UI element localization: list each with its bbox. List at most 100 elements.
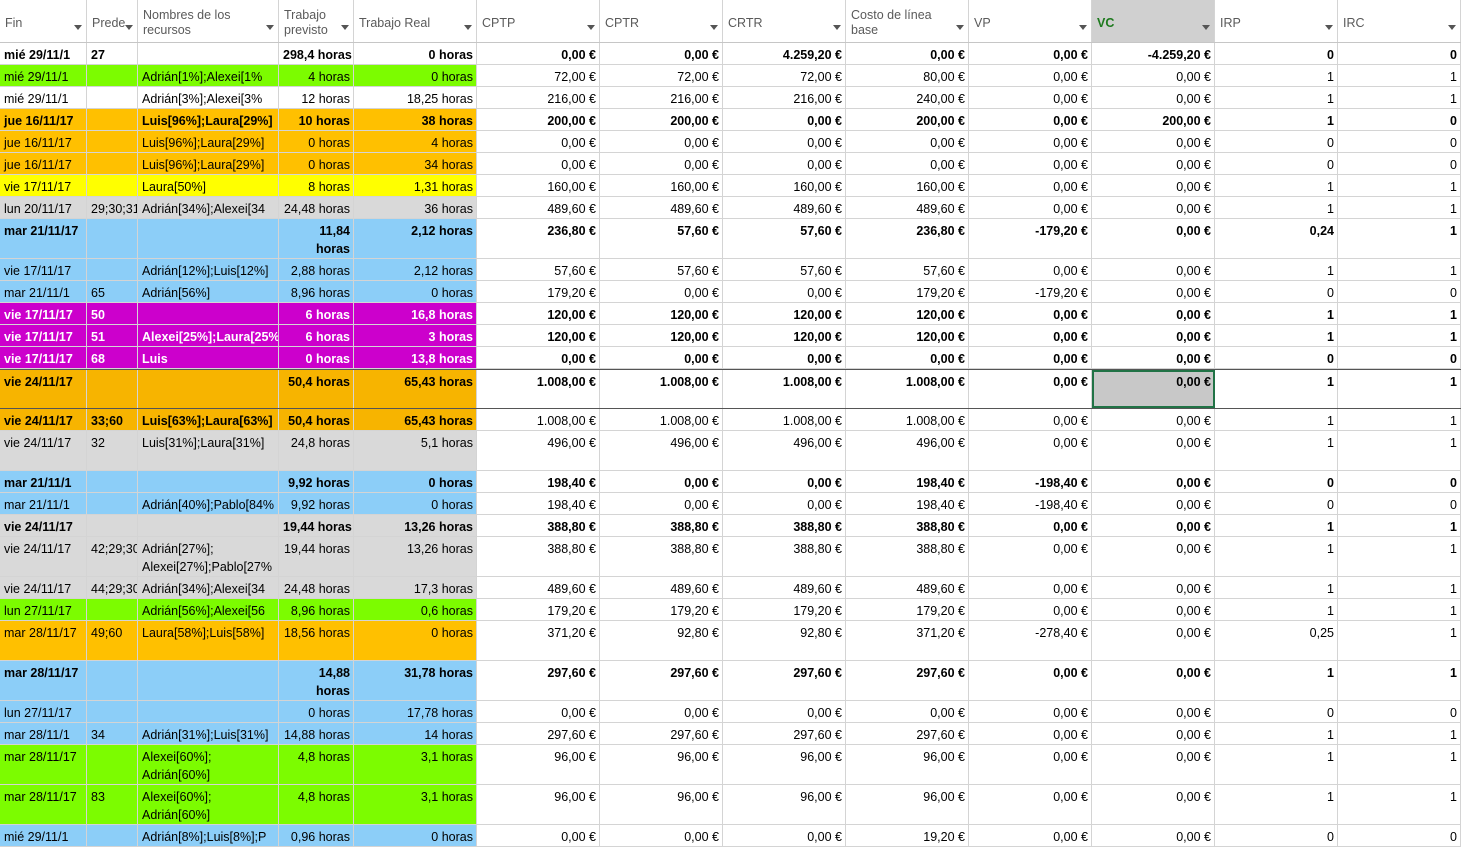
cell-vp[interactable]: 0,00 €	[969, 259, 1092, 280]
cell-pred[interactable]: 65	[87, 281, 138, 302]
cell-fin[interactable]: mar 28/11/17	[0, 785, 87, 824]
cell-irp[interactable]: 1	[1215, 197, 1338, 218]
cell-cptr[interactable]: 57,60 €	[600, 259, 723, 280]
cell-vp[interactable]: 0,00 €	[969, 409, 1092, 430]
cell-tr[interactable]: 38 horas	[354, 109, 477, 130]
cell-cptp[interactable]: 371,20 €	[477, 621, 600, 660]
cell-vc[interactable]: 0,00 €	[1092, 661, 1215, 700]
cell-cptp[interactable]: 1.008,00 €	[477, 370, 600, 408]
task-row[interactable]: mar 21/11/1 65 Adrián[56%] 8,96 horas 0 hora…	[0, 281, 1461, 303]
cell-fin[interactable]: mar 28/11/17	[0, 745, 87, 784]
column-header-irp[interactable]: IRP	[1215, 0, 1338, 42]
cell-fin[interactable]: mié 29/11/1	[0, 65, 87, 86]
cell-tr[interactable]: 0 horas	[354, 281, 477, 302]
cell-cptp[interactable]: 96,00 €	[477, 745, 600, 784]
cell-vc[interactable]: 0,00 €	[1092, 825, 1215, 846]
cell-tp[interactable]: 14,88 horas	[279, 661, 354, 700]
cell-irp[interactable]: 1	[1215, 537, 1338, 576]
cell-vp[interactable]: 0,00 €	[969, 153, 1092, 174]
cell-crtr[interactable]: 388,80 €	[723, 515, 846, 536]
cell-res[interactable]: Adrián[56%]	[138, 281, 279, 302]
cell-cptp[interactable]: 120,00 €	[477, 303, 600, 324]
cell-clb[interactable]: 1.008,00 €	[846, 370, 969, 408]
column-header-cptr[interactable]: CPTR	[600, 0, 723, 42]
cell-irc[interactable]: 1	[1338, 197, 1461, 218]
cell-pred[interactable]	[87, 493, 138, 514]
cell-crtr[interactable]: 0,00 €	[723, 347, 846, 368]
cell-cptp[interactable]: 160,00 €	[477, 175, 600, 196]
cell-tr[interactable]: 34 horas	[354, 153, 477, 174]
task-row[interactable]: mar 21/11/17 11,84 horas 2,12 horas 236,80 …	[0, 219, 1461, 259]
cell-vp[interactable]: 0,00 €	[969, 785, 1092, 824]
cell-irc[interactable]: 0	[1338, 701, 1461, 722]
cell-crtr[interactable]: 0,00 €	[723, 109, 846, 130]
cell-tr[interactable]: 4 horas	[354, 131, 477, 152]
cell-pred[interactable]	[87, 65, 138, 86]
cell-tr[interactable]: 36 horas	[354, 197, 477, 218]
cell-cptr[interactable]: 496,00 €	[600, 431, 723, 470]
cell-clb[interactable]: 96,00 €	[846, 785, 969, 824]
cell-irp[interactable]: 0,25	[1215, 621, 1338, 660]
cell-tr[interactable]: 0 horas	[354, 65, 477, 86]
cell-tp[interactable]: 14,88 horas	[279, 723, 354, 744]
cell-res[interactable]: Adrián[34%];Alexei[34	[138, 577, 279, 598]
cell-fin[interactable]: vie 24/11/17	[0, 577, 87, 598]
column-header-pred[interactable]: Prede	[87, 0, 138, 42]
cell-clb[interactable]: 0,00 €	[846, 43, 969, 64]
cell-clb[interactable]: 198,40 €	[846, 471, 969, 492]
cell-fin[interactable]: vie 24/11/17	[0, 515, 87, 536]
cell-vp[interactable]: 0,00 €	[969, 109, 1092, 130]
cell-clb[interactable]: 489,60 €	[846, 197, 969, 218]
cell-fin[interactable]: vie 24/11/17	[0, 409, 87, 430]
cell-irc[interactable]: 1	[1338, 175, 1461, 196]
cell-fin[interactable]: mié 29/11/1	[0, 87, 87, 108]
cell-cptr[interactable]: 57,60 €	[600, 219, 723, 258]
cell-tp[interactable]: 0 horas	[279, 347, 354, 368]
cell-vc[interactable]: 0,00 €	[1092, 745, 1215, 784]
cell-irc[interactable]: 1	[1338, 745, 1461, 784]
cell-vc[interactable]: 0,00 €	[1092, 175, 1215, 196]
cell-fin[interactable]: mar 28/11/17	[0, 661, 87, 700]
cell-vp[interactable]: 0,00 €	[969, 701, 1092, 722]
cell-irc[interactable]: 1	[1338, 621, 1461, 660]
cell-crtr[interactable]: 0,00 €	[723, 471, 846, 492]
cell-vc[interactable]: 0,00 €	[1092, 347, 1215, 368]
cell-res[interactable]	[138, 43, 279, 64]
cell-fin[interactable]: vie 17/11/17	[0, 325, 87, 346]
filter-dropdown-icon[interactable]	[710, 25, 718, 30]
cell-tp[interactable]: 11,84 horas	[279, 219, 354, 258]
column-header-fin[interactable]: Fin	[0, 0, 87, 42]
task-row[interactable]: jue 16/11/17 Luis[96%];Laura[29%] 10 horas…	[0, 109, 1461, 131]
cell-tp[interactable]: 18,56 horas	[279, 621, 354, 660]
cell-fin[interactable]: vie 24/11/17	[0, 431, 87, 470]
cell-cptr[interactable]: 0,00 €	[600, 43, 723, 64]
cell-res[interactable]: Adrián[34%];Alexei[34	[138, 197, 279, 218]
cell-clb[interactable]: 200,00 €	[846, 109, 969, 130]
cell-tr[interactable]: 3,1 horas	[354, 745, 477, 784]
cell-res[interactable]: Alexei[60%]; Adrián[60%]	[138, 745, 279, 784]
cell-cptp[interactable]: 489,60 €	[477, 197, 600, 218]
cell-clb[interactable]: 388,80 €	[846, 515, 969, 536]
cell-vc[interactable]: 0,00 €	[1092, 515, 1215, 536]
cell-irc[interactable]: 1	[1338, 65, 1461, 86]
cell-irc[interactable]: 1	[1338, 259, 1461, 280]
cell-tr[interactable]: 17,3 horas	[354, 577, 477, 598]
cell-cptp[interactable]: 179,20 €	[477, 281, 600, 302]
cell-cptp[interactable]: 179,20 €	[477, 599, 600, 620]
filter-dropdown-icon[interactable]	[1325, 25, 1333, 30]
cell-vp[interactable]: 0,00 €	[969, 599, 1092, 620]
cell-vp[interactable]: 0,00 €	[969, 825, 1092, 846]
cell-tr[interactable]: 2,12 horas	[354, 259, 477, 280]
cell-vp[interactable]: -278,40 €	[969, 621, 1092, 660]
cell-tr[interactable]: 13,26 horas	[354, 537, 477, 576]
cell-irc[interactable]: 0	[1338, 109, 1461, 130]
cell-tr[interactable]: 0 horas	[354, 471, 477, 492]
cell-irp[interactable]: 0	[1215, 347, 1338, 368]
cell-pred[interactable]: 51	[87, 325, 138, 346]
cell-irp[interactable]: 0	[1215, 471, 1338, 492]
cell-res[interactable]: Luis[63%];Laura[63%]	[138, 409, 279, 430]
cell-cptp[interactable]: 1.008,00 €	[477, 409, 600, 430]
filter-dropdown-icon[interactable]	[587, 25, 595, 30]
cell-crtr[interactable]: 160,00 €	[723, 175, 846, 196]
cell-cptr[interactable]: 1.008,00 €	[600, 370, 723, 408]
